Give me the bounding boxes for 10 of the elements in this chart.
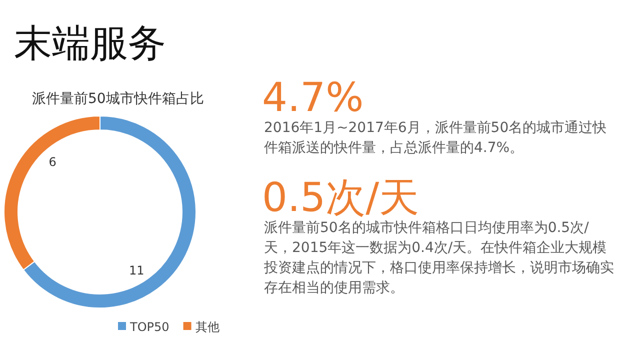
legend-label: 其他: [195, 320, 220, 334]
chart-subtitle: 派件量前50城市快件箱占比: [32, 90, 204, 108]
text: 2016年1月~2017年6月，派件量前50名的城市通过快件箱派送的快件量，占总派件量的4.7%。: [264, 119, 608, 158]
text: 0.5次/天: [262, 175, 420, 221]
text: 4.7%: [262, 75, 364, 121]
chart-title: 末端服务: [14, 20, 166, 67]
data-label: 6: [48, 154, 56, 169]
legend-label: TOP50: [129, 320, 170, 334]
data-label: 11: [128, 264, 144, 278]
text: 派件量前50名的城市快件箱格口日均使用率为0.5次/天，2015年这一数据为0.4次/天。在快件箱企业大规模投资建点的情况下，格口使用率保持增长，说明市场确实存在相当的使用需求。: [264, 219, 614, 298]
